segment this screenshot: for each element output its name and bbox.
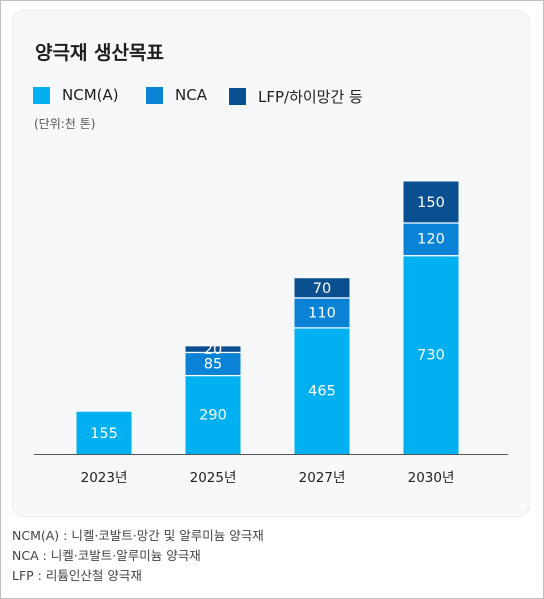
data-label-1-1: 85	[204, 356, 222, 372]
legend-label-ncm: NCM(A)	[62, 86, 119, 104]
data-label-2-3: 150	[417, 195, 445, 211]
x-tick-label-2: 2027년	[299, 470, 346, 486]
legend-item-lfp: LFP/하이망간 등	[229, 86, 363, 107]
legend-label-nca: NCA	[175, 86, 207, 104]
data-label-0-2: 465	[308, 384, 336, 400]
x-tick-label-1: 2025년	[190, 470, 237, 486]
legend-swatch-ncm	[33, 86, 50, 104]
data-label-1-2: 110	[308, 305, 336, 321]
bar-segment-1-2	[294, 297, 350, 328]
bar-segment-1-3	[403, 222, 459, 256]
unit-note: (단위:천 톤)	[34, 117, 96, 131]
bar-segment-0-3	[403, 255, 459, 454]
bar-segment-1-1	[185, 351, 241, 375]
legend-item-ncm: NCM(A)	[33, 86, 119, 104]
footnote-nca: NCA : 니켈·코발트·알루미늄 양극재	[12, 548, 201, 563]
data-label-2-1: 20	[204, 342, 222, 358]
bar-segment-2-2	[294, 278, 350, 298]
bar-segment-2-1	[185, 346, 241, 352]
bar-segment-0-1	[185, 374, 241, 454]
legend-swatch-lfp	[229, 88, 246, 105]
x-tick-label-0: 2023년	[81, 470, 128, 486]
bar-segment-2-3	[403, 181, 459, 223]
footnote-ncm: NCM(A) : 니켈·코발트·망간 및 알루미늄 양극재	[12, 528, 264, 543]
bar-segment-0-2	[294, 327, 350, 454]
legend-item-nca: NCA	[146, 86, 207, 104]
footnotes: NCM(A) : 니켈·코발트·망간 및 알루미늄 양극재 NCA : 니켈·코…	[12, 526, 264, 586]
data-label-1-3: 120	[417, 232, 445, 248]
data-label-2-2: 70	[313, 281, 331, 297]
x-tick-label-3: 2030년	[408, 470, 455, 486]
data-label-0-1: 290	[199, 407, 227, 423]
bar-segment-0-0	[76, 411, 132, 454]
chart-title: 양극재 생산목표	[35, 42, 164, 64]
footnote-lfp: LFP : 리튬인산철 양극재	[12, 568, 142, 583]
legend-label-lfp: LFP/하이망간 등	[258, 88, 363, 106]
data-label-0-3: 730	[417, 348, 445, 364]
legend-swatch-nca	[146, 86, 163, 104]
data-label-0-0: 155	[90, 426, 118, 442]
